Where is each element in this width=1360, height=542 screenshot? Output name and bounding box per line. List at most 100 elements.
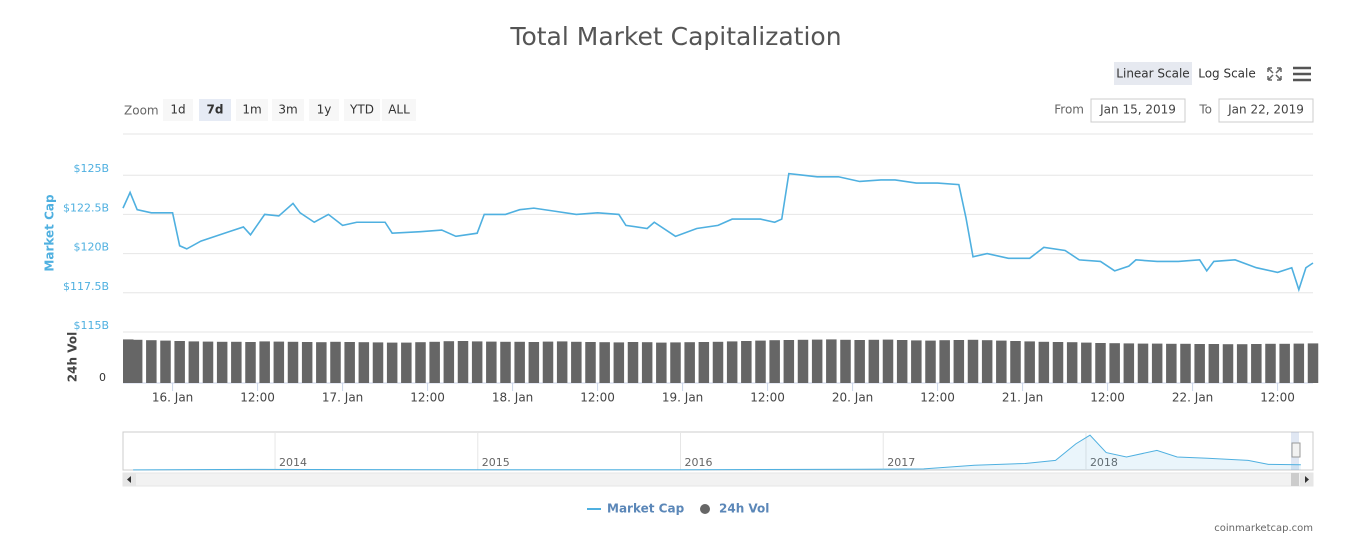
volume-bar	[160, 340, 171, 383]
x-tick-label: 21. Jan	[1002, 391, 1043, 405]
volume-bar	[188, 341, 200, 383]
volume-bar	[514, 341, 525, 383]
navigator-tick-label: 2015	[482, 456, 510, 469]
to-input[interactable]	[1218, 98, 1314, 123]
zoom-button[interactable]	[382, 99, 416, 121]
zoom-button[interactable]	[199, 99, 231, 121]
volume-bar	[656, 342, 667, 383]
volume-bar	[1222, 344, 1234, 383]
scroll-left-arrow	[127, 476, 131, 483]
y-tick-label: $120B	[73, 241, 109, 254]
navigator-frame	[122, 431, 1314, 471]
volume-bar	[1279, 343, 1290, 383]
navigator-handle[interactable]	[1291, 442, 1301, 458]
volume-bar	[1038, 341, 1050, 383]
volume-bar	[146, 340, 157, 383]
fullscreen-icon[interactable]	[1267, 67, 1282, 81]
zoom-button-label[interactable]: 3m	[278, 103, 297, 117]
legend-dot-symbol[interactable]	[700, 504, 710, 514]
volume-bar	[202, 341, 214, 383]
volume-bar	[273, 341, 285, 383]
legend-label[interactable]: 24h Vol	[719, 502, 769, 516]
x-tick-label: 16. Jan	[152, 391, 193, 405]
volume-bar	[1265, 343, 1276, 383]
zoom-button[interactable]	[309, 99, 339, 121]
volume-bar	[1137, 343, 1149, 383]
volume-bar	[457, 341, 469, 383]
navigator-tick-label: 2016	[684, 456, 712, 469]
zoom-button-label[interactable]: 7d	[207, 103, 224, 117]
volume-bar	[344, 342, 355, 383]
zoom-button-label[interactable]: ALL	[388, 103, 410, 117]
volume-bar	[471, 341, 483, 383]
navigator-scrollbar[interactable]	[122, 472, 1314, 487]
volume-bar	[755, 340, 766, 383]
to-label: To	[1198, 103, 1212, 117]
volume-bar	[967, 339, 979, 383]
volume-bar	[123, 339, 134, 383]
navigator-line	[133, 434, 1301, 471]
volume-bar	[868, 339, 880, 383]
x-tick-label: 18. Jan	[492, 391, 533, 405]
volume-bar	[599, 342, 610, 383]
volume-bar	[556, 341, 568, 383]
volume-bar	[641, 342, 653, 383]
zoom-button-label[interactable]: YTD	[349, 103, 374, 117]
volume-bar	[741, 341, 752, 383]
x-tick-label: 22. Jan	[1172, 391, 1213, 405]
volume-bar	[1293, 343, 1305, 383]
volume-bar	[698, 342, 710, 383]
from-value[interactable]: Jan 15, 2019	[1099, 103, 1176, 117]
volume-bar	[684, 342, 695, 383]
zoom-button[interactable]	[236, 99, 268, 121]
scroll-thumb[interactable]	[1291, 473, 1299, 486]
scale-button[interactable]	[1114, 62, 1192, 85]
volume-bar	[542, 341, 554, 383]
from-input[interactable]	[1090, 98, 1186, 123]
zoom-button[interactable]	[344, 99, 380, 121]
navigator-tick-label: 2018	[1090, 456, 1118, 469]
menu-icon[interactable]	[1293, 66, 1311, 82]
zoom-button-label[interactable]: 1d	[170, 103, 185, 117]
zoom-button[interactable]	[163, 99, 193, 121]
volume-bar	[174, 341, 185, 383]
x-tick-label: 12:00	[750, 391, 785, 405]
volume-bar	[1194, 344, 1205, 383]
volume-bar	[769, 340, 780, 383]
volume-bar	[811, 339, 823, 383]
volume-bar	[613, 342, 625, 383]
scale-button-label[interactable]: Linear Scale	[1116, 67, 1189, 81]
legend-label[interactable]: Market Cap	[607, 502, 685, 516]
navigator-area-fill	[133, 435, 1301, 470]
volume-bar	[939, 340, 950, 383]
y-tick-label: $115B	[73, 319, 109, 332]
volume-bar	[1151, 343, 1163, 383]
volume-bar	[712, 341, 724, 383]
volume-bar	[840, 339, 851, 383]
volume-bar	[896, 340, 908, 383]
scale-button-label[interactable]: Log Scale	[1198, 67, 1256, 81]
volume-bar	[627, 342, 639, 383]
volume-bar	[1066, 342, 1078, 383]
volume-bar	[1052, 342, 1064, 383]
volume-bar	[486, 341, 497, 383]
volume-bar	[358, 342, 370, 383]
volume-bar	[386, 342, 398, 383]
zoom-button[interactable]	[272, 99, 304, 121]
volume-bar	[1208, 344, 1220, 383]
zoom-label: Zoom	[124, 104, 159, 118]
volume-bar	[301, 342, 313, 383]
x-tick-label: 12:00	[1090, 391, 1125, 405]
zoom-button-label[interactable]: 1y	[317, 103, 332, 117]
to-value[interactable]: Jan 22, 2019	[1227, 103, 1304, 117]
volume-bar	[585, 342, 596, 383]
zoom-button-label[interactable]: 1m	[242, 103, 261, 117]
volume-bar	[429, 341, 440, 383]
volume-bar	[1180, 343, 1191, 383]
volume-bar	[231, 341, 242, 383]
volume-bar	[131, 339, 143, 383]
volume-bar	[571, 341, 582, 383]
volume-bar	[981, 340, 993, 383]
y-tick-label: $117.5B	[63, 280, 109, 293]
chart-title: Total Market Capitalization	[509, 22, 841, 51]
